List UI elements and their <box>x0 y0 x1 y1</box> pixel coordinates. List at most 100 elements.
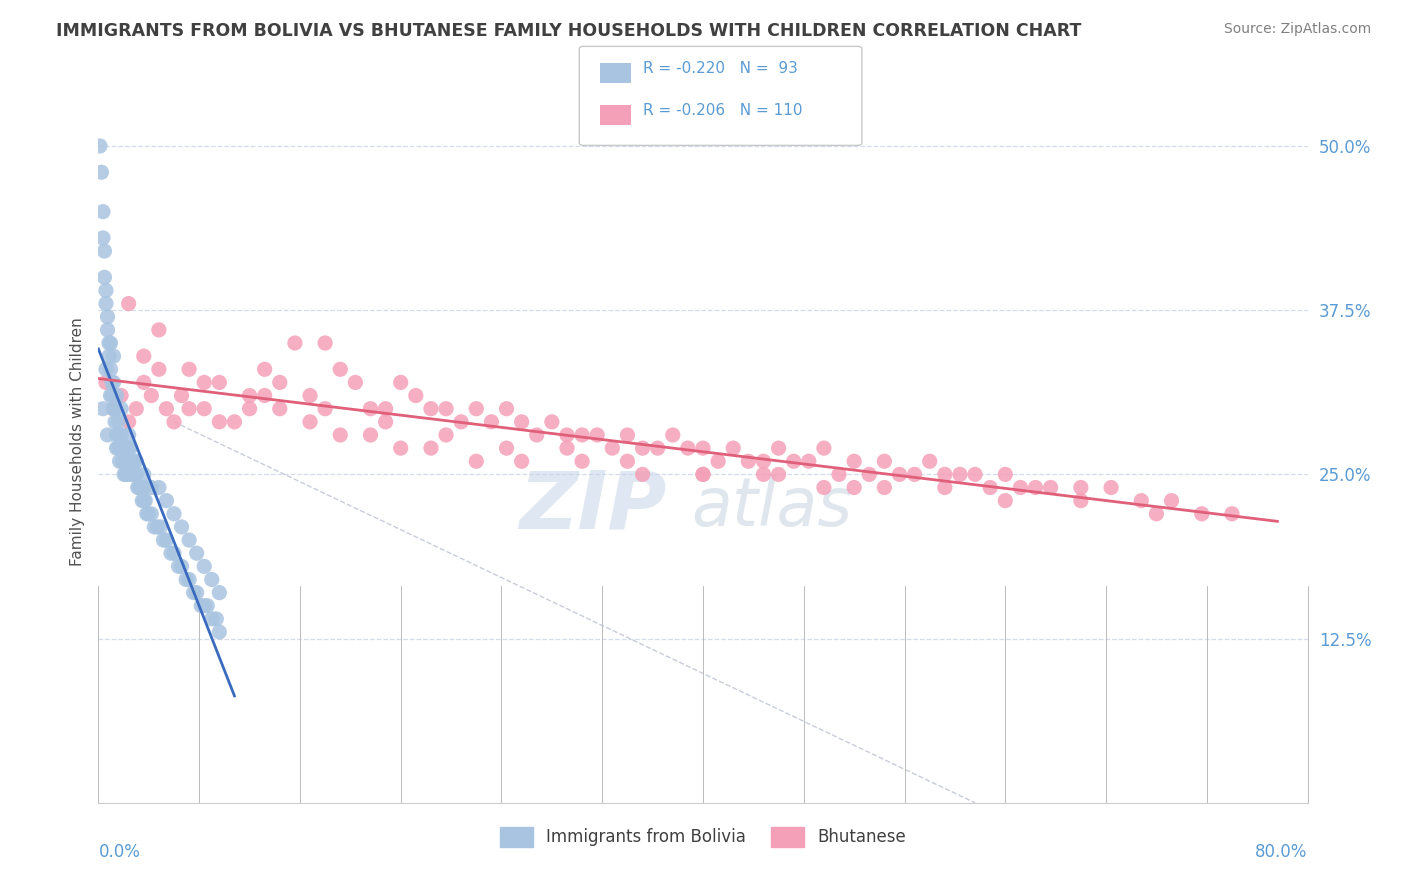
Point <box>828 467 851 482</box>
Point <box>844 481 866 495</box>
Point <box>160 546 183 560</box>
Point <box>602 441 624 455</box>
Point <box>122 467 145 482</box>
Point <box>124 467 146 482</box>
Point <box>105 441 128 455</box>
Point <box>193 401 215 416</box>
Point <box>125 401 148 416</box>
Point <box>120 441 142 455</box>
Point <box>405 388 427 402</box>
Text: ZIP: ZIP <box>519 467 666 546</box>
Point <box>389 376 412 390</box>
Point <box>253 362 276 376</box>
Point <box>112 441 135 455</box>
Point <box>104 415 127 429</box>
Point <box>91 231 114 245</box>
Point <box>118 454 141 468</box>
Point <box>115 467 138 482</box>
Point <box>1010 481 1032 495</box>
Point <box>103 401 125 416</box>
Point <box>360 428 382 442</box>
Point <box>858 467 880 482</box>
Point <box>114 467 136 482</box>
Y-axis label: Family Households with Children: Family Households with Children <box>69 318 84 566</box>
Point <box>179 533 201 547</box>
Point <box>284 336 307 351</box>
Point <box>450 415 472 429</box>
Point <box>155 401 177 416</box>
Point <box>201 612 224 626</box>
Point <box>768 441 790 455</box>
Point <box>631 441 654 455</box>
Point <box>118 428 141 442</box>
Point <box>1024 481 1046 495</box>
Point <box>132 349 155 363</box>
Point <box>208 625 231 640</box>
Point <box>186 585 208 599</box>
Point <box>889 467 911 482</box>
Point <box>783 454 806 468</box>
Point <box>103 349 125 363</box>
Point <box>101 388 124 402</box>
Point <box>994 493 1017 508</box>
Point <box>174 573 197 587</box>
Text: R = -0.206   N = 110: R = -0.206 N = 110 <box>643 103 801 118</box>
Point <box>110 428 132 442</box>
Point <box>707 454 730 468</box>
Point <box>389 441 412 455</box>
Point <box>190 599 212 613</box>
Point <box>96 428 118 442</box>
Point <box>100 388 122 402</box>
Point <box>118 415 141 429</box>
Point <box>329 362 352 376</box>
Point <box>132 481 155 495</box>
Point <box>104 401 127 416</box>
Point <box>132 376 155 390</box>
Point <box>1220 507 1243 521</box>
Point <box>299 415 322 429</box>
Point <box>107 441 129 455</box>
Point <box>149 520 172 534</box>
Point <box>127 481 149 495</box>
Point <box>420 401 443 416</box>
Point <box>148 481 170 495</box>
Point <box>96 323 118 337</box>
Point <box>692 441 714 455</box>
Point <box>692 467 714 482</box>
Point <box>120 467 142 482</box>
Point <box>495 441 517 455</box>
Point <box>208 415 231 429</box>
Point <box>253 388 276 402</box>
Point <box>110 388 132 402</box>
Point <box>647 441 669 455</box>
Point <box>152 533 174 547</box>
Point <box>314 336 336 351</box>
Text: 0.0%: 0.0% <box>98 843 141 861</box>
Point <box>148 362 170 376</box>
Point <box>114 454 136 468</box>
Point <box>586 428 609 442</box>
Point <box>555 441 578 455</box>
Point <box>495 401 517 416</box>
Point <box>131 493 153 508</box>
Point <box>105 388 128 402</box>
Point <box>239 388 262 402</box>
Point <box>101 376 124 390</box>
Point <box>98 349 121 363</box>
Point <box>121 454 143 468</box>
Point <box>94 284 117 298</box>
Point <box>434 401 457 416</box>
Point <box>1160 493 1182 508</box>
Point <box>132 493 155 508</box>
Point <box>616 454 638 468</box>
Point <box>125 454 148 468</box>
Point <box>239 401 262 416</box>
Point <box>96 310 118 324</box>
Point <box>465 454 488 468</box>
Point <box>934 467 956 482</box>
Point <box>108 454 131 468</box>
Point <box>526 428 548 442</box>
Point <box>98 336 121 351</box>
Point <box>195 599 218 613</box>
Point <box>132 467 155 482</box>
